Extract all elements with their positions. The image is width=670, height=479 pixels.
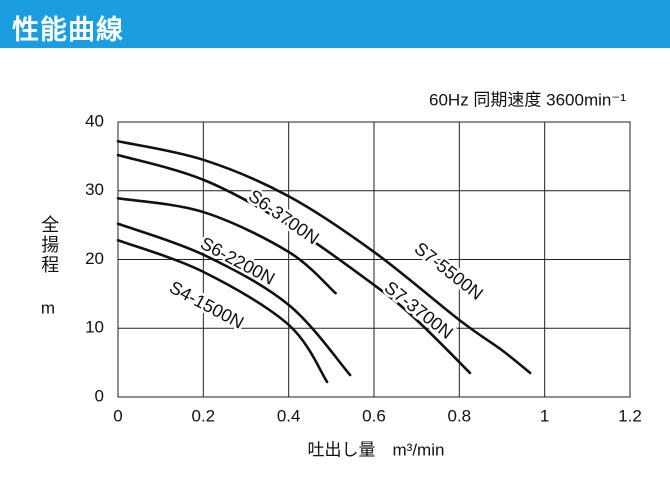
chart-subtitle: 60Hz 同期速度 3600min⁻¹ xyxy=(429,90,626,109)
curve-label: S7-5500N xyxy=(411,238,487,304)
x-tick-label: 0.6 xyxy=(362,406,386,425)
x-tick-label: 0 xyxy=(113,406,122,425)
curve-label: S4-1500N xyxy=(166,277,247,333)
x-tick-label: 0.8 xyxy=(448,406,472,425)
curve xyxy=(116,238,329,384)
y-tick-label: 40 xyxy=(85,111,104,130)
curve xyxy=(116,222,352,377)
x-axis-label: 吐出し量 m³/min xyxy=(308,440,445,459)
x-tick-label: 1.2 xyxy=(618,406,642,425)
y-axis-unit: m xyxy=(41,298,55,317)
y-tick-label: 10 xyxy=(85,318,104,337)
header-bar: 性能曲線 xyxy=(0,0,670,48)
x-tick-label: 0.4 xyxy=(277,406,301,425)
page-title: 性能曲線 xyxy=(12,15,124,45)
curve-label: S6-2200N xyxy=(197,233,278,289)
y-tick-label: 0 xyxy=(95,386,104,405)
x-tick-label: 0.2 xyxy=(192,406,216,425)
x-tick-label: 1 xyxy=(540,406,549,425)
curve xyxy=(116,153,472,375)
y-tick-label: 30 xyxy=(85,180,104,199)
y-tick-label: 20 xyxy=(85,249,104,268)
plot-frame xyxy=(117,121,631,398)
y-axis-label: 全揚程 xyxy=(39,215,59,275)
curve xyxy=(116,197,337,295)
curve xyxy=(116,139,532,375)
